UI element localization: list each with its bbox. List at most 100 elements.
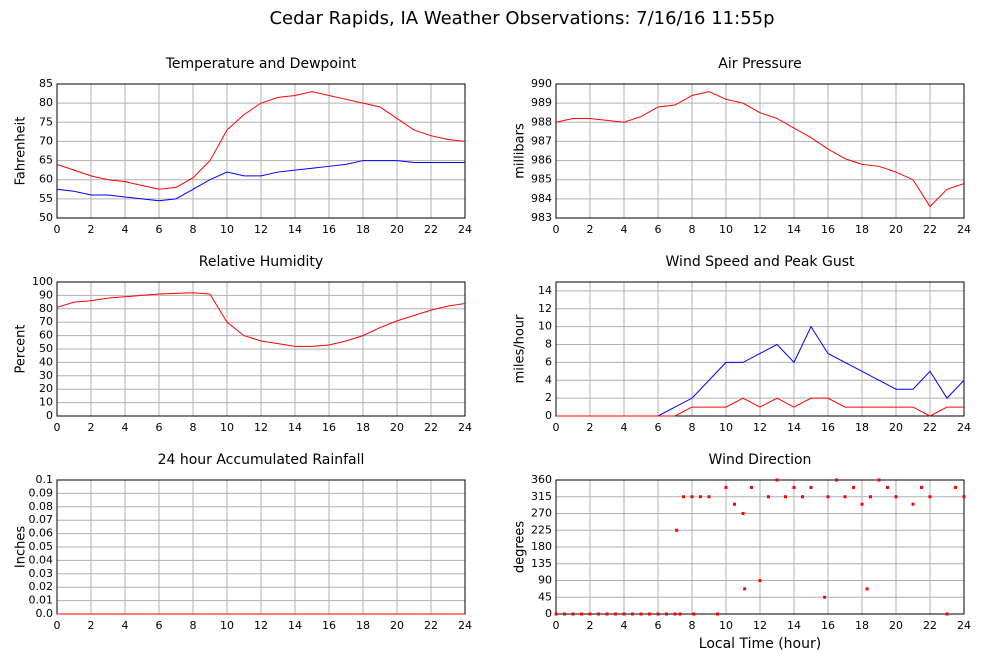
x-tick-label: 18 xyxy=(855,421,869,434)
x-tick-label: 20 xyxy=(390,223,404,236)
data-point xyxy=(733,502,736,506)
chart-title: Wind Speed and Peak Gust xyxy=(666,254,855,270)
x-tick-label: 0 xyxy=(553,421,560,434)
data-point xyxy=(869,495,872,499)
x-tick-label: 4 xyxy=(122,619,129,632)
y-tick-label: 70 xyxy=(39,315,53,328)
y-tick-label: 100 xyxy=(32,275,53,288)
x-tick-label: 10 xyxy=(719,223,733,236)
x-tick-label: 18 xyxy=(356,421,370,434)
chart-title: Relative Humidity xyxy=(199,254,323,270)
plot-frame xyxy=(555,479,965,615)
y-axis-label: millibars xyxy=(513,123,528,179)
x-tick-label: 22 xyxy=(923,223,937,236)
x-tick-label: 22 xyxy=(424,421,438,434)
data-point xyxy=(911,502,915,506)
x-tick-label: 18 xyxy=(356,223,370,236)
x-tick-label: 14 xyxy=(288,619,302,632)
y-tick-label: 0 xyxy=(545,607,552,620)
x-tick-label: 8 xyxy=(190,619,197,632)
data-point xyxy=(945,612,949,616)
y-tick-label: 20 xyxy=(39,382,53,395)
y-tick-label: 80 xyxy=(39,302,53,315)
y-tick-label: 80 xyxy=(39,96,53,109)
y-tick-label: 75 xyxy=(39,115,53,128)
data-point xyxy=(580,612,583,616)
y-tick-label: 85 xyxy=(39,77,53,90)
y-tick-label: 0.02 xyxy=(29,580,54,593)
x-tick-label: 2 xyxy=(88,619,95,632)
x-tick-label: 0 xyxy=(54,619,61,632)
data-point xyxy=(877,478,881,482)
x-tick-label: 20 xyxy=(390,421,404,434)
x-tick-label: 6 xyxy=(655,421,662,434)
x-tick-label: 14 xyxy=(288,421,302,434)
page-title: Cedar Rapids, IA Weather Observations: 7… xyxy=(269,8,774,29)
y-tick-label: 65 xyxy=(39,154,53,167)
y-tick-label: 180 xyxy=(531,540,552,553)
y-tick-label: 0.03 xyxy=(29,567,54,580)
y-tick-label: 0.06 xyxy=(29,527,54,540)
data-point xyxy=(571,612,575,616)
x-tick-label: 24 xyxy=(957,421,971,434)
x-tick-label: 12 xyxy=(254,223,268,236)
data-point xyxy=(716,612,719,616)
data-point xyxy=(682,495,685,499)
data-point xyxy=(823,595,827,599)
x-tick-label: 16 xyxy=(821,421,835,434)
y-tick-label: 360 xyxy=(531,473,552,486)
x-tick-label: 6 xyxy=(655,223,662,236)
data-point xyxy=(784,495,787,499)
data-point xyxy=(724,485,728,489)
y-tick-label: 135 xyxy=(531,557,552,570)
y-tick-label: 315 xyxy=(531,490,552,503)
x-tick-label: 0 xyxy=(54,223,61,236)
data-point xyxy=(597,612,600,616)
y-tick-label: 984 xyxy=(531,192,552,205)
y-tick-label: 270 xyxy=(531,507,552,520)
data-point xyxy=(792,485,796,489)
x-tick-label: 22 xyxy=(424,619,438,632)
x-tick-label: 0 xyxy=(54,421,61,434)
y-tick-label: 30 xyxy=(39,369,53,382)
y-axis-label: Fahrenheit xyxy=(14,117,29,186)
y-tick-label: 90 xyxy=(538,574,552,587)
data-point xyxy=(743,587,747,591)
x-tick-label: 4 xyxy=(621,223,628,236)
data-point xyxy=(675,528,679,532)
x-tick-label: 20 xyxy=(889,619,903,632)
plot-frame xyxy=(555,281,965,417)
x-tick-label: 8 xyxy=(689,421,696,434)
x-tick-label: 2 xyxy=(88,421,95,434)
x-tick-label: 2 xyxy=(587,223,594,236)
y-tick-label: 0.07 xyxy=(29,513,54,526)
data-point xyxy=(758,579,762,582)
y-tick-label: 50 xyxy=(39,211,53,224)
y-tick-label: 989 xyxy=(531,96,552,109)
data-line xyxy=(555,91,965,208)
x-tick-label: 22 xyxy=(923,421,937,434)
y-tick-label: 10 xyxy=(39,396,53,409)
y-axis-label: degrees xyxy=(513,521,528,574)
data-point xyxy=(707,495,711,499)
data-point xyxy=(928,495,932,499)
data-point xyxy=(954,485,957,489)
x-tick-label: 12 xyxy=(753,619,767,632)
x-tick-label: 6 xyxy=(156,619,163,632)
x-tick-label: 10 xyxy=(220,223,234,236)
x-tick-label: 4 xyxy=(122,223,129,236)
x-tick-label: 2 xyxy=(88,223,95,236)
y-tick-label: 60 xyxy=(39,329,53,342)
x-tick-label: 16 xyxy=(322,223,336,236)
x-tick-label: 12 xyxy=(753,223,767,236)
x-tick-label: 16 xyxy=(322,421,336,434)
y-tick-label: 988 xyxy=(531,115,552,128)
x-tick-label: 6 xyxy=(156,421,163,434)
data-point xyxy=(563,612,566,616)
x-tick-label: 16 xyxy=(821,223,835,236)
x-tick-label: 10 xyxy=(220,619,234,632)
data-point xyxy=(622,612,626,616)
data-point xyxy=(692,612,696,616)
y-tick-label: 983 xyxy=(531,211,552,224)
